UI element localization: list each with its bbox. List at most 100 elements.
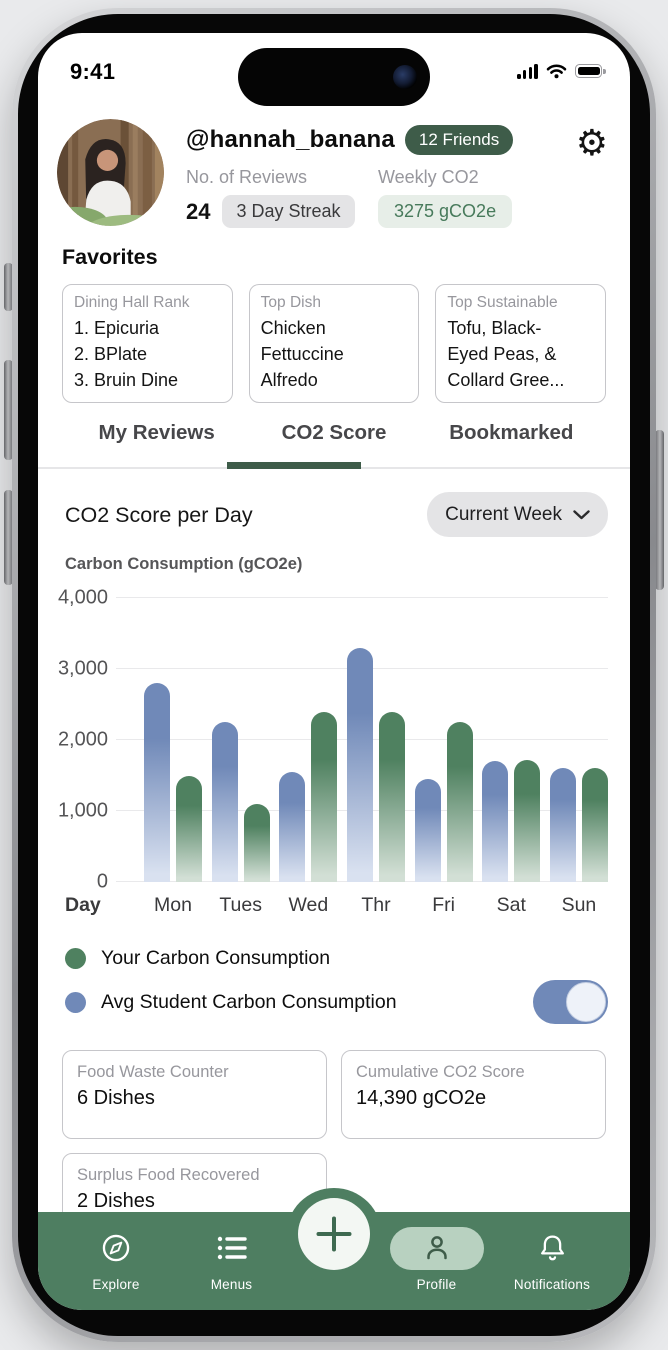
dynamic-island [238, 48, 430, 106]
x-tick-label: Mon [154, 894, 192, 916]
cellular-signal-icon [517, 63, 538, 79]
x-axis-title: Day [65, 894, 101, 916]
y-tick-label: 0 [96, 870, 108, 893]
volume-up-button[interactable] [4, 360, 13, 460]
bar-avg-fri [414, 779, 441, 882]
nav-item-notifications[interactable]: Notifications [496, 1226, 608, 1292]
avg-consumption-toggle[interactable] [533, 980, 608, 1024]
wifi-icon [546, 64, 567, 79]
y-tick-label: 3,000 [57, 657, 108, 680]
active-tab-indicator [227, 462, 361, 469]
reviews-label: No. of Reviews [186, 167, 308, 187]
x-tick-label: Wed [288, 894, 329, 916]
settings-gear-icon[interactable]: ⚙ [575, 122, 608, 163]
bar-group-fri [414, 598, 473, 882]
food-waste-card[interactable]: Food Waste Counter 6 Dishes [62, 1050, 327, 1139]
nav-spacer [291, 1226, 377, 1292]
nav-item-menus[interactable]: Menus [176, 1226, 288, 1292]
bar-you-thr [378, 711, 405, 882]
mute-switch[interactable] [4, 263, 13, 311]
x-tick-label: Sun [561, 894, 597, 916]
bar-group-sat [482, 598, 541, 882]
add-button[interactable] [298, 1198, 370, 1270]
bar-avg-sat [482, 761, 509, 882]
bar-avg-mon [144, 683, 170, 882]
nav-label: Menus [210, 1277, 253, 1292]
card-title: Surplus Food Recovered [77, 1166, 260, 1184]
plus-icon [316, 1216, 352, 1252]
list-icon [217, 1236, 247, 1260]
chart-legend: Your Carbon Consumption Avg Student Carb… [65, 936, 608, 1024]
card-line: Eyed Peas, & [447, 344, 557, 364]
bar-you-mon [176, 775, 202, 882]
tab-co2-score[interactable]: CO2 Score [281, 421, 387, 444]
phone-bezel: 9:41 [18, 14, 650, 1336]
compass-icon [102, 1234, 130, 1262]
volume-down-button[interactable] [4, 490, 13, 585]
bar-group-mon [144, 598, 202, 882]
person-icon [426, 1236, 447, 1260]
bar-avg-sun [549, 768, 576, 882]
phone-frame: 9:41 [12, 8, 656, 1342]
nav-item-explore[interactable]: Explore [60, 1226, 172, 1292]
gridline [116, 596, 608, 598]
card-value: 2 Dishes [77, 1190, 155, 1212]
favorite-card-top-dish[interactable]: Top Dish Chicken Fettuccine Alfredo [248, 284, 420, 403]
nav-item-profile[interactable]: Profile [381, 1226, 493, 1292]
cumulative-co2-card[interactable]: Cumulative CO2 Score 14,390 gCO2e [341, 1050, 606, 1139]
x-axis-labels: Mon Tues Wed Thr Fri Sat Sun [116, 894, 608, 917]
bar-group-sun [549, 598, 608, 882]
reviews-count: 24 [186, 198, 211, 224]
card-line: 2. BPlate [74, 344, 148, 364]
week-range-dropdown[interactable]: Current Week [427, 492, 608, 537]
tab-bookmarked[interactable]: Bookmarked [449, 421, 574, 444]
card-title: Food Waste Counter [77, 1063, 229, 1081]
chevron-down-icon [573, 509, 590, 519]
status-icons [517, 63, 606, 79]
chart-title: CO2 Score per Day [65, 503, 253, 527]
bar-you-sat [514, 759, 541, 882]
week-range-value: Current Week [445, 503, 562, 525]
card-title: Top Sustainable [447, 294, 558, 311]
card-line: Tofu, Black- [447, 318, 542, 338]
active-nav-pill [389, 1226, 484, 1270]
y-tick-label: 2,000 [57, 728, 108, 751]
nav-label: Notifications [513, 1277, 591, 1292]
bell-icon [540, 1234, 564, 1260]
friends-count-badge[interactable]: 12 Friends [404, 125, 514, 155]
legend-item-avg-consumption: Avg Student Carbon Consumption [65, 980, 608, 1024]
favorite-card-dining-hall-rank[interactable]: Dining Hall Rank 1. Epicuria 2. BPlate 3… [62, 284, 233, 403]
tab-my-reviews[interactable]: My Reviews [98, 421, 215, 444]
bar-you-sun [581, 768, 608, 882]
status-time: 9:41 [70, 59, 116, 84]
card-value: 14,390 gCO2e [356, 1087, 487, 1109]
bar-you-wed [311, 711, 338, 882]
power-button[interactable] [655, 430, 664, 590]
battery-icon [575, 64, 606, 78]
legend-label: Avg Student Carbon Consumption [101, 990, 397, 1013]
card-line: Collard Gree... [447, 370, 565, 390]
bar-group-thr [346, 598, 405, 882]
chart-y-axis-title: Carbon Consumption (gCO2e) [65, 555, 303, 573]
nav-label: Explore [92, 1277, 140, 1292]
bar-you-fri [446, 722, 473, 882]
bar-avg-tues [211, 722, 238, 882]
favorite-card-top-sustainable[interactable]: Top Sustainable Tofu, Black- Eyed Peas, … [435, 284, 607, 403]
chart-plot-area [116, 596, 608, 882]
y-tick-label: 1,000 [57, 799, 108, 822]
toggle-knob [566, 982, 606, 1022]
card-line: Fettuccine [260, 344, 344, 364]
card-line: 3. Bruin Dine [74, 370, 179, 390]
co2-bar-chart: 0 1,000 2,000 3,000 4,000 Day Mon Tues Wed Thr F… [38, 587, 608, 930]
legend-label: Your Carbon Consumption [101, 946, 331, 969]
x-tick-label: Sat [496, 894, 526, 916]
card-title: Top Dish [260, 294, 321, 311]
nav-label: Profile [416, 1277, 457, 1292]
card-line: Chicken [260, 318, 326, 338]
card-title: Dining Hall Rank [74, 294, 190, 311]
legend-swatch-green [65, 947, 86, 969]
bar-you-tues [243, 803, 270, 882]
x-tick-label: Fri [432, 894, 455, 916]
avatar[interactable] [57, 119, 164, 226]
